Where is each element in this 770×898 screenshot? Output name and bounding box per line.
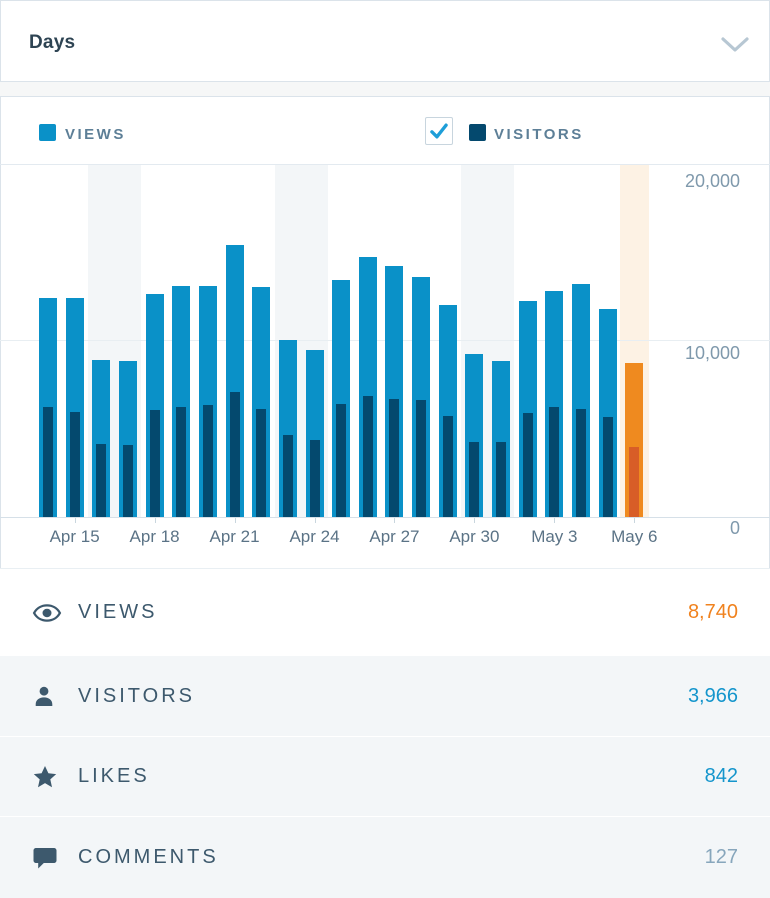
tab-views-label: VIEWS <box>78 601 158 623</box>
x-axis-tick <box>394 518 396 523</box>
x-axis-tick <box>74 518 76 523</box>
tab-likes-value: 842 <box>704 765 738 787</box>
bar-visitors[interactable] <box>522 412 533 517</box>
comment-icon <box>32 846 66 870</box>
person-icon <box>32 684 66 708</box>
y-axis-label: 10,000 <box>684 343 740 363</box>
chevron-down-icon[interactable] <box>720 36 750 54</box>
x-axis-tick <box>634 518 636 523</box>
views-legend-swatch <box>39 124 56 141</box>
x-axis-label: May 6 <box>611 527 658 546</box>
tab-comments[interactable]: COMMENTS 127 <box>0 816 770 898</box>
bar-visitors[interactable] <box>122 444 133 517</box>
bar-visitors[interactable] <box>602 416 613 517</box>
y-axis-label: 0 <box>729 518 740 538</box>
bar-visitors[interactable] <box>416 399 427 517</box>
bar-visitors[interactable] <box>549 407 560 517</box>
x-axis-label: Apr 21 <box>209 527 260 546</box>
x-axis-label: Apr 24 <box>289 527 340 546</box>
tab-visitors[interactable]: VISITORS 3,966 <box>0 656 770 736</box>
gridline-20000 <box>0 164 770 165</box>
bar-visitors[interactable] <box>629 447 640 517</box>
x-axis-tick <box>554 518 556 523</box>
bar-visitors[interactable] <box>69 411 80 517</box>
x-axis-label: Apr 15 <box>49 527 100 546</box>
tab-visitors-value: 3,966 <box>687 684 738 707</box>
visitors-checkbox[interactable] <box>425 117 453 145</box>
bar-visitors[interactable] <box>362 396 373 517</box>
star-icon <box>32 764 66 790</box>
bar-visitors[interactable] <box>469 441 480 517</box>
bar-visitors[interactable] <box>202 405 213 517</box>
eye-icon <box>32 603 66 623</box>
tab-likes-label: LIKES <box>78 765 150 787</box>
bar-visitors[interactable] <box>282 435 293 517</box>
visitors-legend-label: VISITORS <box>494 126 584 143</box>
tab-comments-value: 127 <box>704 846 738 868</box>
y-axis-label: 20,000 <box>684 171 740 191</box>
period-selector-card[interactable]: Days <box>0 0 770 82</box>
x-axis-line <box>0 517 770 518</box>
bar-visitors[interactable] <box>149 410 160 517</box>
tab-views[interactable]: VIEWS 8,740 <box>0 568 770 656</box>
x-axis-tick <box>314 518 316 523</box>
x-axis-label: Apr 27 <box>369 527 420 546</box>
x-axis-tick <box>154 518 156 523</box>
bar-visitors[interactable] <box>442 416 453 517</box>
tab-views-value: 8,740 <box>687 601 738 623</box>
bar-visitors[interactable] <box>256 408 267 517</box>
check-icon <box>430 123 448 139</box>
bar-visitors[interactable] <box>229 392 240 517</box>
tab-visitors-label: VISITORS <box>78 684 195 707</box>
bar-visitors[interactable] <box>176 407 187 517</box>
bar-visitors[interactable] <box>43 407 53 517</box>
bar-visitors[interactable] <box>309 439 320 517</box>
tab-comments-label: COMMENTS <box>78 846 219 868</box>
bar-visitors[interactable] <box>576 408 586 517</box>
bar-visitors[interactable] <box>496 441 507 517</box>
tab-likes[interactable]: LIKES 842 <box>0 736 770 816</box>
x-axis-label: May 3 <box>531 527 578 546</box>
x-axis-label: Apr 30 <box>449 527 500 546</box>
x-axis-tick <box>234 518 236 523</box>
bar-visitors[interactable] <box>336 403 347 517</box>
x-axis-tick <box>474 518 476 523</box>
bar-visitors[interactable] <box>96 444 107 517</box>
gridline-10000 <box>0 340 770 341</box>
visitors-legend-swatch <box>469 124 486 141</box>
period-title: Days <box>29 32 76 53</box>
views-legend-label: VIEWS <box>65 126 126 143</box>
bar-visitors[interactable] <box>389 398 400 517</box>
x-axis-label: Apr 18 <box>129 527 180 546</box>
